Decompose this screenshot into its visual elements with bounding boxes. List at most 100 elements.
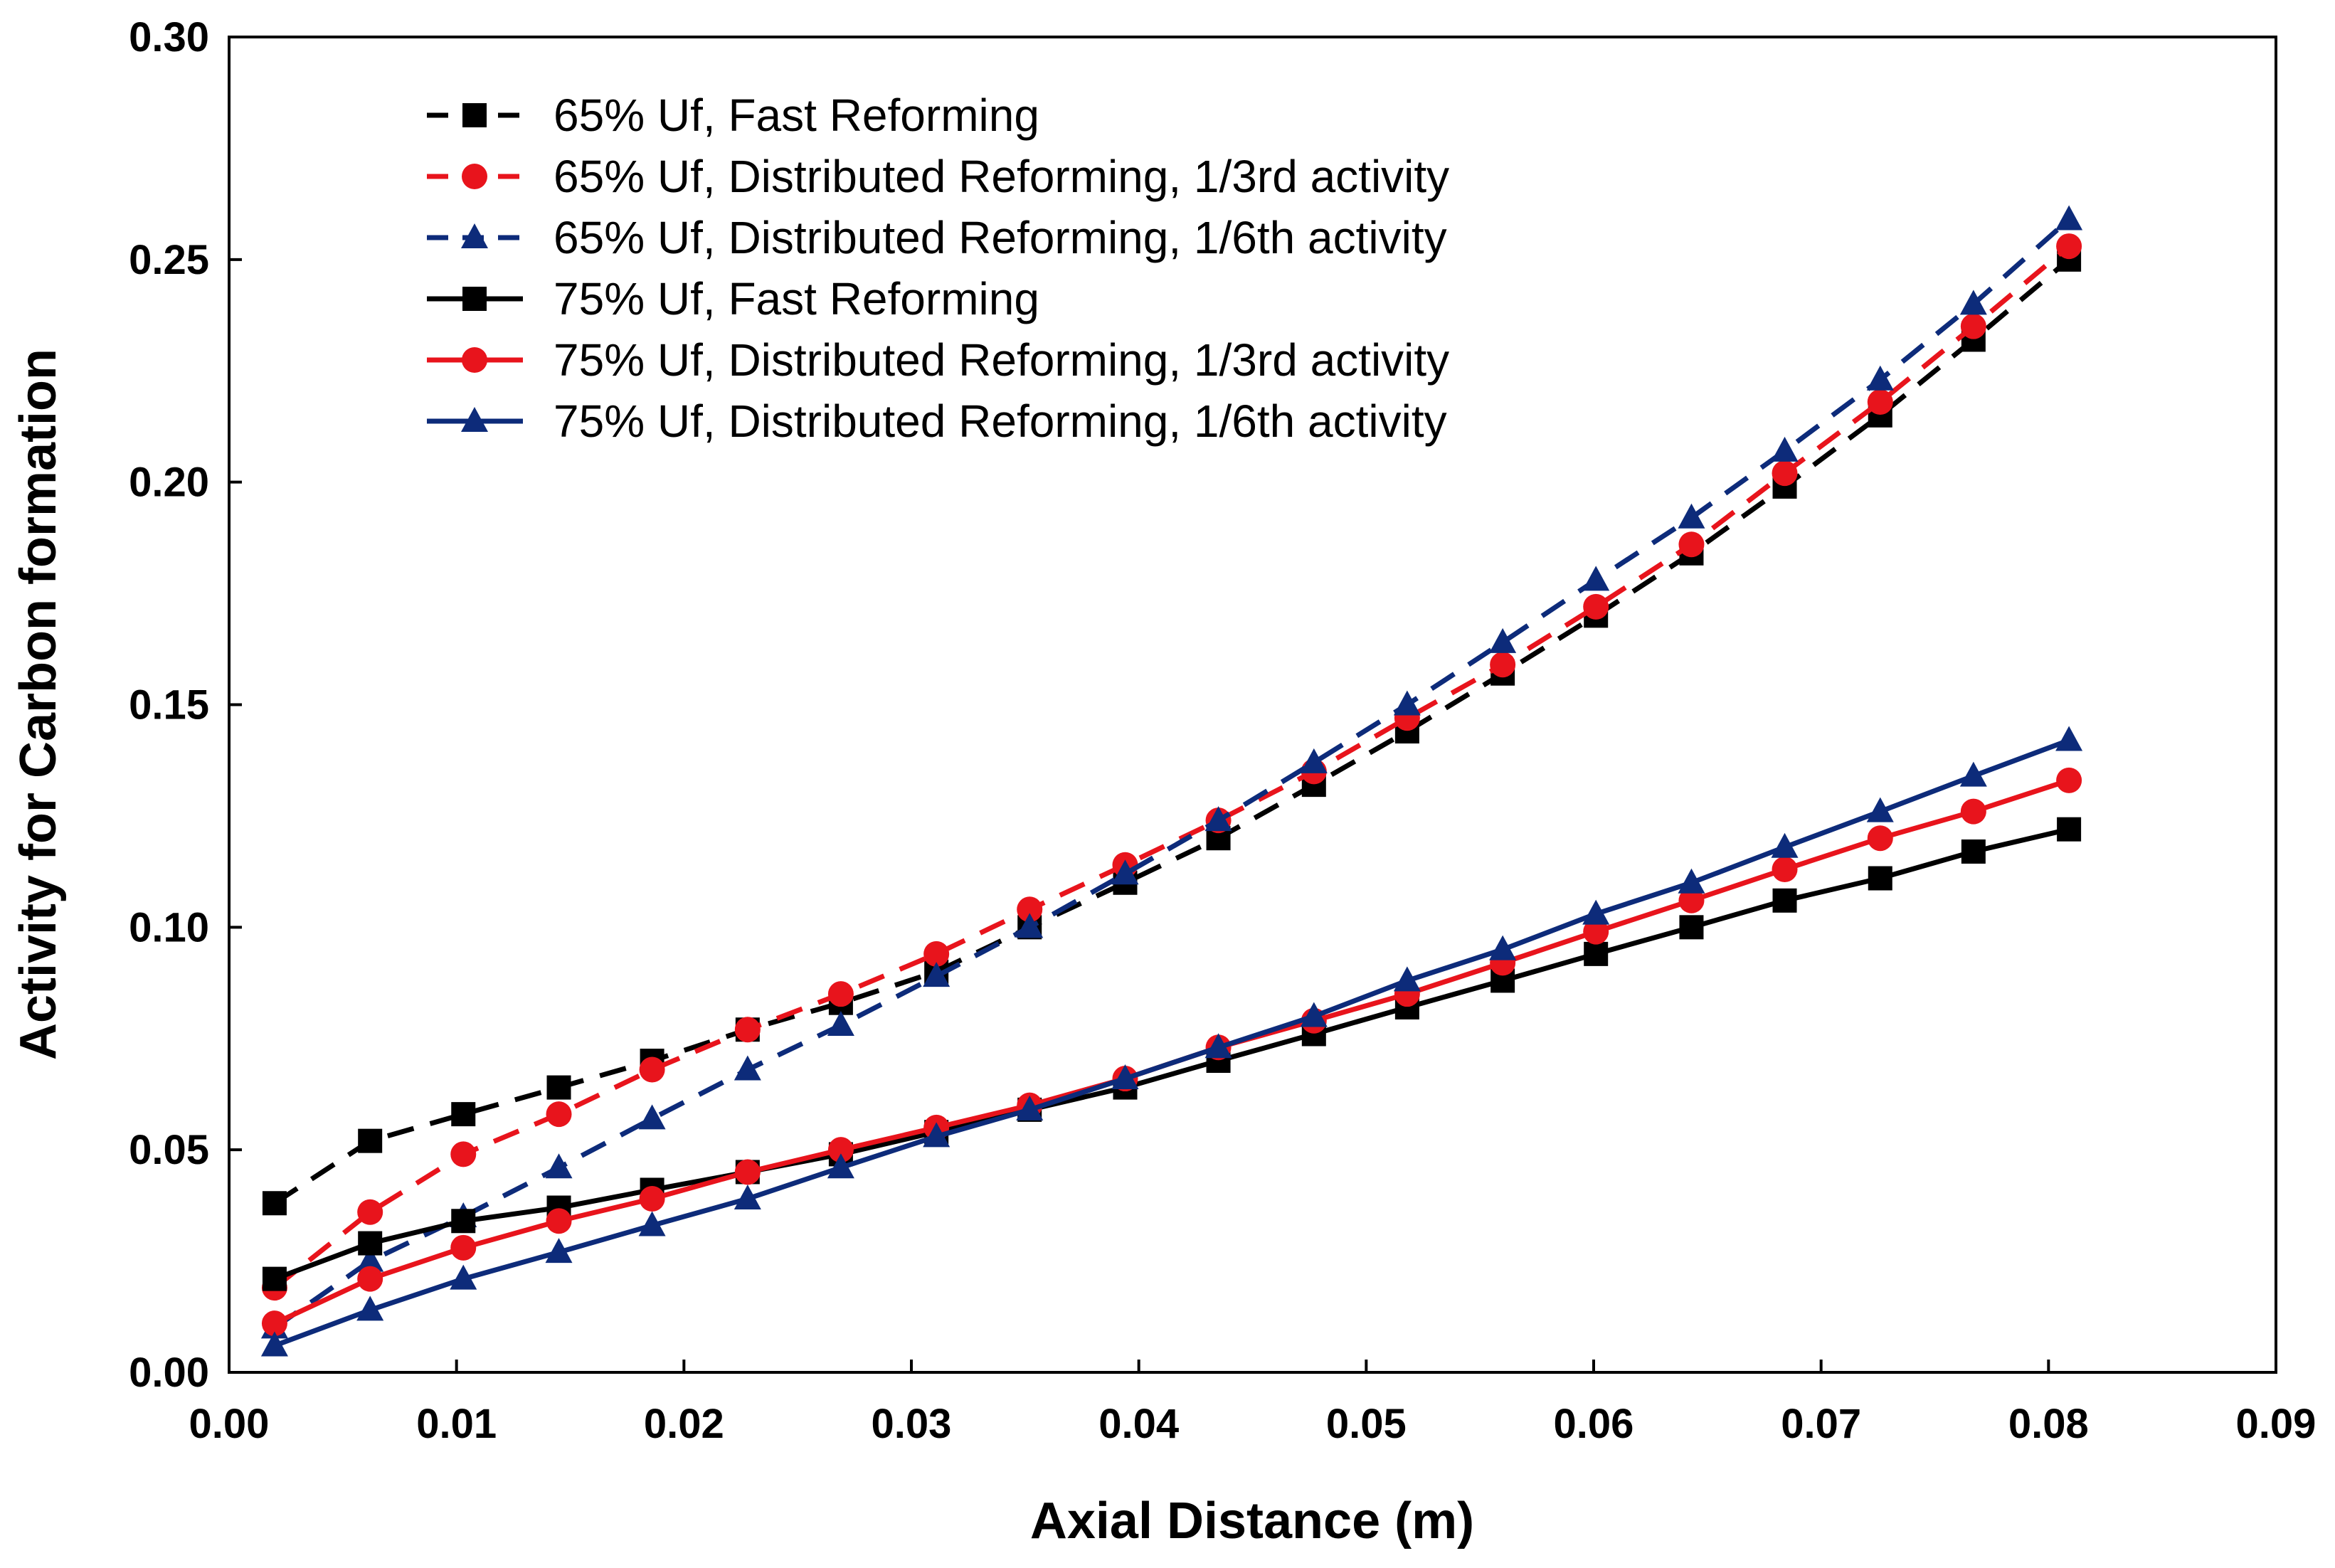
legend-item: 75% Uf, Distributed Reforming, 1/3rd act… bbox=[427, 334, 1449, 386]
legend-circle-marker bbox=[462, 164, 487, 189]
data-point-triangle-marker bbox=[1582, 566, 1610, 591]
legend-label: 75% Uf, Distributed Reforming, 1/3rd act… bbox=[554, 334, 1449, 386]
y-tick-label: 0.20 bbox=[129, 460, 209, 506]
data-point-square-marker bbox=[1961, 839, 1986, 864]
data-point-circle-marker bbox=[450, 1141, 477, 1167]
data-point-circle-marker bbox=[546, 1208, 572, 1234]
data-point-triangle-marker bbox=[734, 1055, 761, 1081]
series-line bbox=[273, 827, 2070, 1281]
data-point-circle-marker bbox=[2056, 767, 2082, 793]
x-axis-title: Axial Distance (m) bbox=[1030, 1493, 1474, 1550]
legend-triangle-marker bbox=[461, 407, 488, 432]
data-point-circle-marker bbox=[734, 1159, 761, 1185]
x-tick-label: 0.09 bbox=[2236, 1401, 2317, 1447]
x-tick-label: 0.00 bbox=[189, 1401, 270, 1447]
data-point-square-marker bbox=[1679, 915, 1704, 940]
data-point-triangle-marker bbox=[356, 1296, 384, 1321]
data-point-circle-marker bbox=[923, 941, 950, 967]
legend: 65% Uf, Fast Reforming 65% Uf, Distribute… bbox=[427, 90, 1449, 447]
data-point-triangle-marker bbox=[1959, 290, 1987, 315]
data-point-triangle-marker bbox=[1866, 797, 1894, 822]
data-point-circle-marker bbox=[1583, 918, 1609, 945]
data-point-circle-marker bbox=[639, 1056, 665, 1083]
data-point-triangle-marker bbox=[1016, 1095, 1044, 1121]
x-tick-label: 0.05 bbox=[1326, 1401, 1407, 1447]
x-tick-label: 0.02 bbox=[644, 1401, 724, 1447]
data-point-triangle-marker bbox=[1300, 748, 1328, 773]
x-axis: 0.00 0.01 0.02 0.03 0.04 0.05 0.06 0.07 0.08 0.09 bbox=[189, 1360, 2317, 1447]
legend-item: 65% Uf, Distributed Reforming, 1/6th act… bbox=[427, 212, 1447, 263]
data-point-triangle-marker bbox=[1204, 806, 1232, 832]
series-line bbox=[273, 738, 2070, 1348]
data-point-circle-marker bbox=[1960, 798, 1986, 825]
data-point-triangle-marker bbox=[1393, 966, 1421, 992]
data-point-triangle-marker bbox=[1582, 899, 1610, 925]
data-point-triangle-marker bbox=[1959, 761, 1987, 787]
data-point-triangle-marker bbox=[734, 1184, 761, 1209]
data-point-circle-marker bbox=[1678, 531, 1705, 558]
data-point-triangle-marker bbox=[1771, 832, 1799, 858]
data-point-square-marker bbox=[262, 1191, 287, 1216]
data-point-circle-marker bbox=[261, 1310, 287, 1337]
data-point-triangle-marker bbox=[1300, 1002, 1328, 1027]
legend-item: 65% Uf, Fast Reforming bbox=[427, 90, 1039, 141]
data-point-circle-marker bbox=[1583, 593, 1609, 620]
data-point-square-marker bbox=[358, 1128, 383, 1153]
legend-item: 65% Uf, Distributed Reforming, 1/3rd act… bbox=[427, 151, 1449, 202]
data-point-circle-marker bbox=[1867, 825, 1893, 852]
y-tick-label: 0.05 bbox=[129, 1127, 209, 1173]
series-5 bbox=[260, 726, 2083, 1357]
data-point-circle-marker bbox=[1960, 313, 1986, 339]
data-point-circle-marker bbox=[2056, 233, 2082, 260]
x-tick-label: 0.07 bbox=[1781, 1401, 1861, 1447]
plot-series bbox=[260, 205, 2083, 1357]
data-point-circle-marker bbox=[1678, 887, 1705, 913]
data-point-triangle-marker bbox=[827, 1153, 854, 1179]
data-point-circle-marker bbox=[639, 1185, 665, 1212]
data-point-circle-marker bbox=[1490, 652, 1516, 678]
data-point-square-marker bbox=[1584, 941, 1609, 966]
x-tick-label: 0.04 bbox=[1098, 1401, 1179, 1447]
data-point-square-marker bbox=[451, 1209, 476, 1234]
legend-label: 65% Uf, Distributed Reforming, 1/6th act… bbox=[554, 212, 1447, 263]
data-point-triangle-marker bbox=[1678, 868, 1705, 894]
legend-item: 75% Uf, Fast Reforming bbox=[427, 273, 1039, 324]
data-point-triangle-marker bbox=[1771, 436, 1799, 462]
series-0 bbox=[262, 247, 2082, 1216]
data-point-circle-marker bbox=[734, 1017, 761, 1043]
legend-label: 75% Uf, Distributed Reforming, 1/6th act… bbox=[554, 396, 1447, 447]
data-point-triangle-marker bbox=[1204, 1033, 1232, 1059]
data-point-circle-marker bbox=[1772, 856, 1798, 882]
series-1 bbox=[261, 233, 2082, 1301]
legend-label: 65% Uf, Fast Reforming bbox=[554, 90, 1039, 141]
series-line bbox=[272, 217, 2071, 1330]
y-tick-label: 0.30 bbox=[129, 14, 209, 60]
series-line bbox=[273, 778, 2070, 1326]
data-point-circle-marker bbox=[357, 1266, 383, 1292]
series-4 bbox=[261, 767, 2082, 1337]
data-point-triangle-marker bbox=[356, 1246, 384, 1272]
data-point-triangle-marker bbox=[923, 962, 951, 987]
data-point-triangle-marker bbox=[1111, 859, 1139, 885]
y-tick-label: 0.15 bbox=[129, 682, 209, 729]
data-point-circle-marker bbox=[1772, 460, 1798, 487]
data-point-triangle-marker bbox=[545, 1153, 573, 1179]
legend-square-marker bbox=[462, 287, 487, 311]
data-point-triangle-marker bbox=[260, 1331, 288, 1357]
data-point-triangle-marker bbox=[1489, 627, 1517, 653]
data-point-triangle-marker bbox=[545, 1238, 573, 1264]
data-point-triangle-marker bbox=[1489, 935, 1517, 960]
data-point-triangle-marker bbox=[2055, 726, 2083, 751]
data-point-triangle-marker bbox=[1866, 365, 1894, 391]
data-point-circle-marker bbox=[450, 1234, 477, 1261]
y-axis-title: Activity for Carbon formation bbox=[10, 349, 67, 1060]
legend-circle-marker bbox=[462, 347, 487, 373]
data-point-triangle-marker bbox=[1111, 1064, 1139, 1090]
data-point-square-marker bbox=[1772, 888, 1797, 913]
data-point-triangle-marker bbox=[1393, 690, 1421, 716]
x-tick-label: 0.03 bbox=[872, 1401, 952, 1447]
y-tick-label: 0.00 bbox=[129, 1350, 209, 1396]
series-3 bbox=[262, 817, 2082, 1291]
